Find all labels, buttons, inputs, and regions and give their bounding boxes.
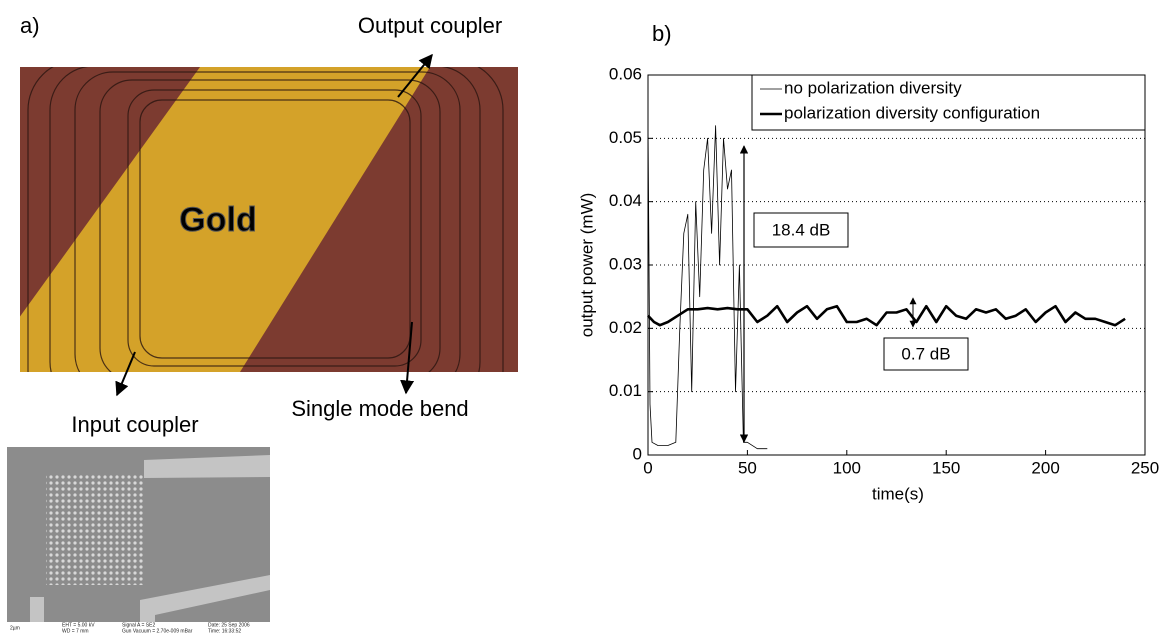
- annotation-box: [883, 337, 969, 371]
- arrow: [400, 321, 415, 395]
- sem-label: EHT = 5.00 kV: [62, 622, 95, 628]
- x-axis-label: time(s): [872, 484, 924, 503]
- panel-label: b): [652, 21, 672, 46]
- annotation: 0.7 dB: [901, 344, 950, 363]
- sem-label: Gun Vacuum = 2.70e-009 mBar: [122, 628, 193, 634]
- annotation: Output coupler: [358, 13, 502, 38]
- x-tick-label: 200: [1031, 458, 1059, 477]
- micrograph: [20, 67, 518, 372]
- sem-image: [7, 447, 270, 635]
- sem-label: Date: 25 Sep 2006: [208, 622, 250, 628]
- sem-label: Time: 16:33:52: [208, 628, 241, 634]
- x-tick-label: 100: [833, 458, 861, 477]
- sem-label: WD = 7 mm: [62, 628, 89, 634]
- x-tick-label: 0: [643, 458, 652, 477]
- annotation: 18.4 dB: [772, 220, 831, 239]
- y-tick-label: 0.06: [609, 64, 642, 83]
- legend-label: no polarization diversity: [784, 78, 962, 97]
- sem-label: Signal A = SE2: [122, 622, 155, 628]
- y-axis-label: output power (mW): [577, 193, 596, 338]
- panel-label: a): [20, 13, 40, 38]
- legend: [751, 74, 1146, 131]
- y-tick-label: 0.02: [609, 318, 642, 337]
- arrow: [115, 351, 136, 397]
- y-tick-label: 0: [633, 444, 642, 463]
- annotation: Input coupler: [71, 412, 198, 437]
- annotation-box: [753, 212, 849, 248]
- annotation: Single mode bend: [291, 396, 468, 421]
- series-line: [647, 304, 1126, 327]
- y-tick-label: 0.05: [609, 128, 642, 147]
- sem-label: 2µm: [10, 625, 20, 631]
- y-tick-label: 0.01: [609, 381, 642, 400]
- label: Gold: [179, 201, 256, 239]
- y-tick-label: 0.03: [609, 254, 642, 273]
- x-tick-label: 150: [932, 458, 960, 477]
- series-line: [647, 119, 768, 450]
- y-tick-label: 0.04: [609, 191, 642, 210]
- x-tick-label: 250: [1131, 458, 1159, 477]
- x-tick-label: 50: [738, 458, 757, 477]
- legend-label: polarization diversity configuration: [784, 103, 1040, 122]
- arrow: [397, 53, 433, 98]
